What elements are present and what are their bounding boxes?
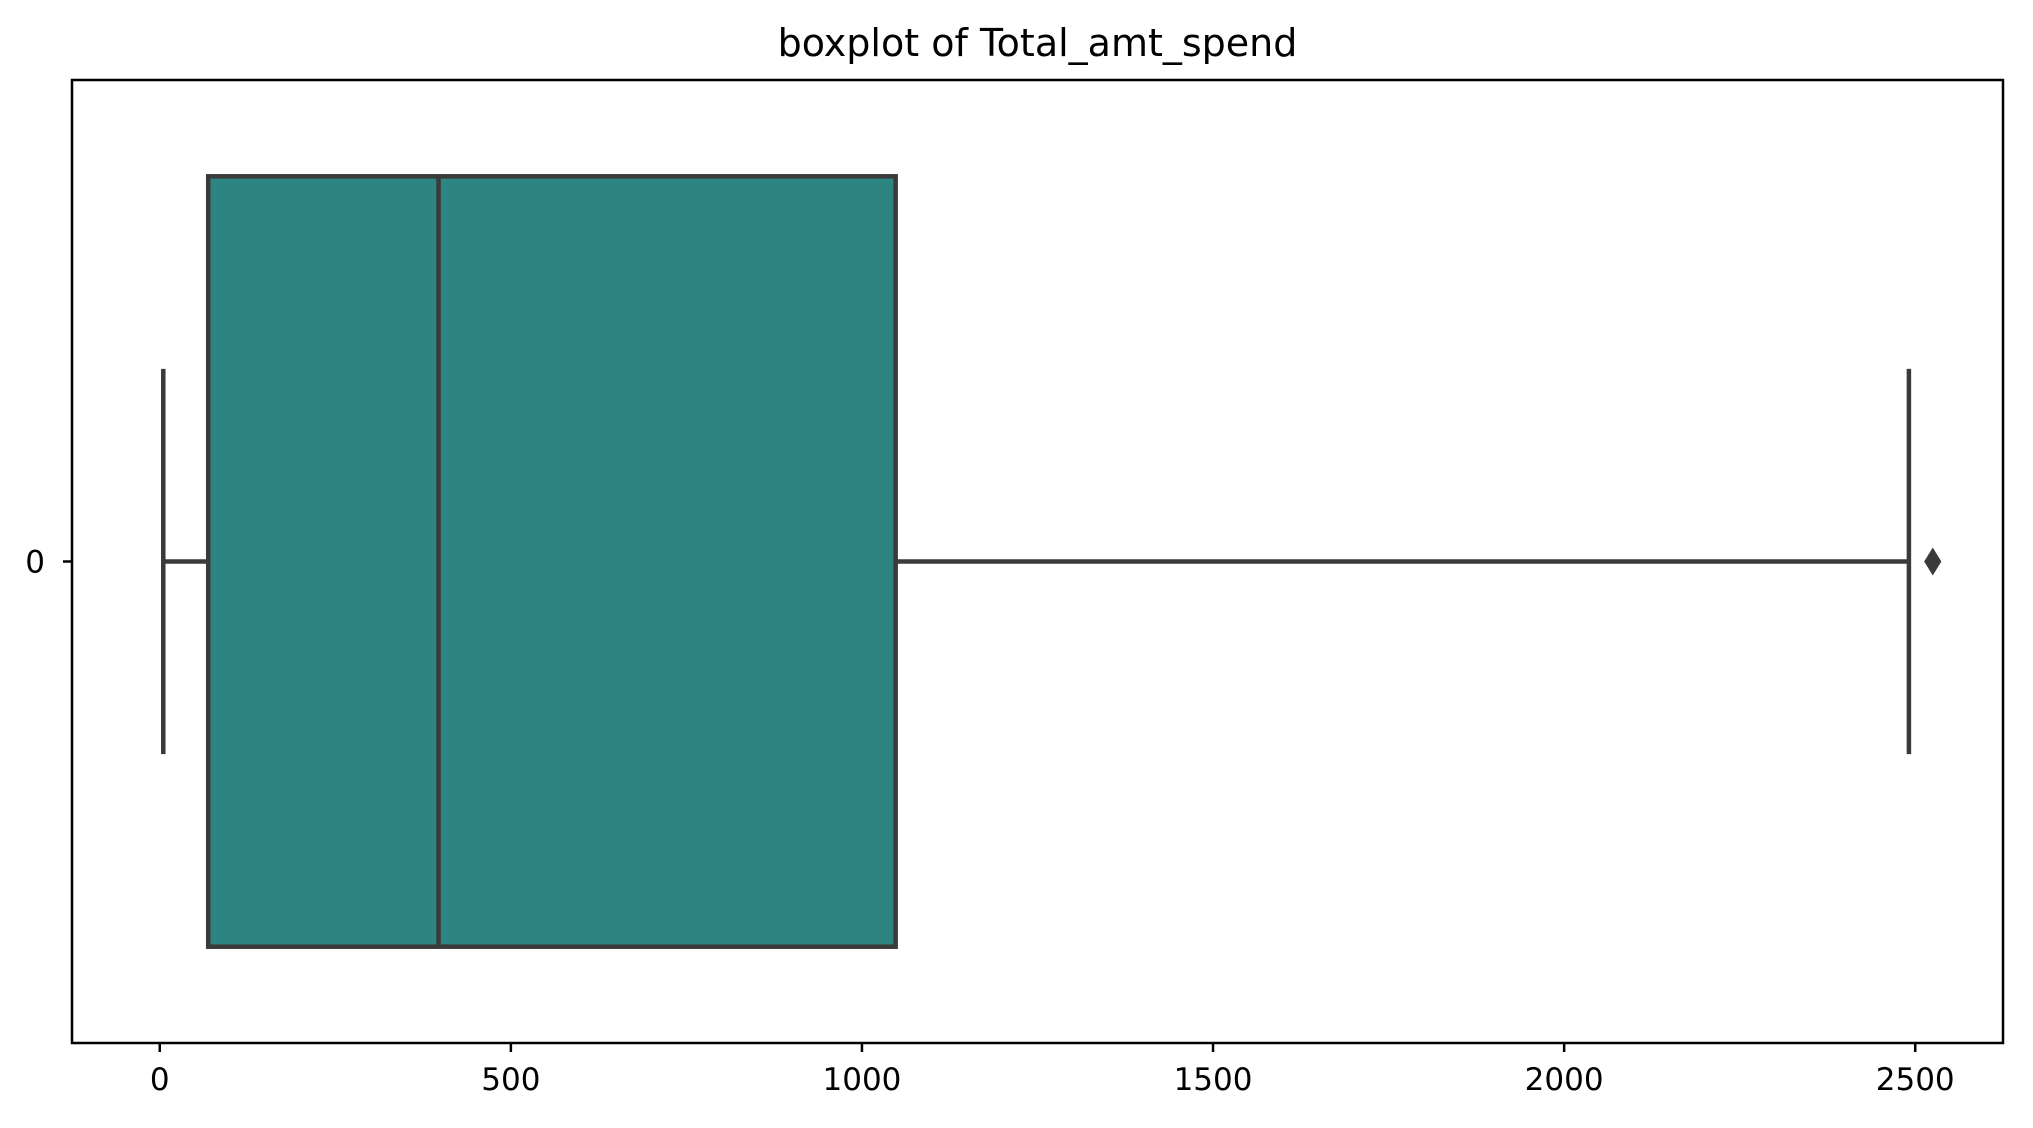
x-tick-label: 2500 (1876, 1062, 1955, 1098)
x-tick-label: 0 (150, 1062, 170, 1098)
outlier-point (1924, 547, 1942, 576)
x-tick-label: 1500 (1174, 1062, 1253, 1098)
iqr-box (205, 174, 898, 949)
box-layer (161, 174, 1942, 949)
y-tick-label: 0 (25, 545, 45, 581)
chart-title: boxplot of Total_amt_spend (778, 21, 1298, 65)
axis-layer: 0 0 500 1000 1500 2000 2500 (25, 545, 1954, 1099)
x-tick-label: 1000 (823, 1062, 902, 1098)
x-tick-label: 2000 (1525, 1062, 1604, 1098)
x-tick-label: 500 (481, 1062, 540, 1098)
